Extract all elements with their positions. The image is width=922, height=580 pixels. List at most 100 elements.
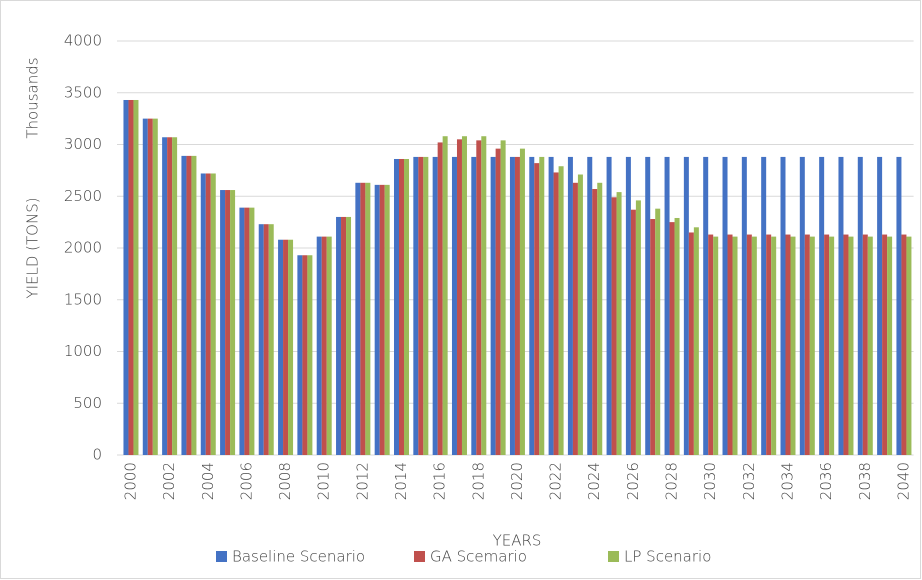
- bar: [558, 166, 564, 456]
- bar: [404, 158, 410, 456]
- bar: [819, 156, 825, 456]
- bar: [442, 136, 448, 455]
- bar: [263, 224, 269, 455]
- bar: [683, 156, 689, 456]
- bar: [751, 236, 757, 455]
- bar: [514, 156, 520, 456]
- bar: [674, 217, 680, 455]
- bar: [529, 156, 535, 456]
- bar: [567, 156, 573, 456]
- bar: [307, 255, 313, 455]
- bar: [384, 184, 390, 456]
- bar: [534, 163, 540, 455]
- legend-swatch: [216, 551, 227, 562]
- y-tick-label: 2500: [64, 187, 102, 205]
- bar: [341, 216, 347, 455]
- bar: [205, 173, 211, 456]
- bar: [147, 118, 153, 455]
- bar: [123, 99, 129, 456]
- bar: [268, 224, 274, 455]
- bar: [688, 232, 694, 455]
- bar: [708, 234, 714, 455]
- bar: [539, 156, 545, 456]
- bar: [761, 156, 767, 456]
- bar: [142, 118, 148, 455]
- bar: [862, 234, 868, 455]
- bar: [210, 173, 216, 456]
- bar: [495, 148, 501, 455]
- bar: [664, 156, 670, 456]
- bar: [230, 190, 236, 456]
- bar: [693, 227, 699, 455]
- bar: [471, 156, 477, 456]
- y-unit-label: Thousands: [24, 57, 42, 138]
- bar: [790, 236, 796, 455]
- x-tick-label: 2020: [508, 462, 526, 500]
- x-tick-label: 2024: [585, 462, 603, 500]
- bar: [418, 156, 424, 456]
- bar: [877, 156, 883, 456]
- x-tick-label: 2016: [431, 462, 449, 500]
- bar: [461, 136, 467, 455]
- bar: [152, 118, 158, 455]
- bar: [200, 173, 206, 456]
- bar: [437, 142, 443, 455]
- bar: [258, 224, 264, 455]
- bar: [432, 156, 438, 456]
- bar: [829, 236, 835, 455]
- bar: [225, 190, 231, 456]
- bar: [655, 208, 661, 455]
- bar: [650, 219, 656, 455]
- bar: [630, 209, 636, 455]
- bar: [882, 234, 888, 455]
- bar: [249, 207, 255, 455]
- bar: [901, 234, 907, 455]
- bar: [365, 182, 371, 456]
- bar: [490, 156, 496, 456]
- x-tick-label: 2034: [778, 462, 796, 500]
- bar: [732, 236, 738, 455]
- bar: [355, 182, 361, 456]
- y-tick-label: 4000: [64, 32, 102, 50]
- bar: [172, 137, 178, 455]
- bar: [244, 207, 250, 455]
- x-tick-label: 2028: [663, 462, 681, 500]
- bar: [220, 190, 226, 456]
- y-tick-label: 500: [73, 394, 102, 412]
- bar: [867, 236, 873, 455]
- bar: [456, 139, 462, 455]
- bar: [625, 156, 631, 456]
- bar: [592, 189, 598, 455]
- bar: [288, 239, 294, 455]
- y-tick-label: 3500: [64, 83, 102, 101]
- bar: [399, 158, 405, 456]
- x-tick-label: 2030: [701, 462, 719, 500]
- x-tick-label: 2014: [392, 462, 410, 500]
- y-tick-label: 1000: [64, 342, 102, 360]
- x-tick-label: 2038: [856, 462, 874, 500]
- bar: [727, 234, 733, 455]
- bar: [302, 255, 308, 455]
- y-axis-title: YIELD (TONS): [24, 197, 42, 298]
- legend-label: Baseline Scenario: [232, 548, 365, 566]
- bar: [297, 255, 303, 455]
- x-tick-label: 2040: [894, 462, 912, 500]
- bar: [316, 236, 322, 455]
- x-tick-label: 2032: [740, 462, 758, 500]
- x-tick-label: 2026: [624, 462, 642, 500]
- bar: [519, 148, 525, 455]
- bar: [838, 156, 844, 456]
- bar: [906, 236, 912, 455]
- bar: [500, 140, 506, 456]
- bar: [804, 234, 810, 455]
- x-tick-label: 2006: [237, 462, 255, 500]
- bar: [191, 155, 197, 455]
- bar: [799, 156, 805, 456]
- legend-swatch: [608, 551, 619, 562]
- x-tick-label: 2002: [160, 462, 178, 500]
- x-tick-label: 2000: [121, 462, 139, 500]
- bar: [780, 156, 786, 456]
- legend-label: LP Scenario: [624, 548, 711, 566]
- bar: [481, 136, 487, 455]
